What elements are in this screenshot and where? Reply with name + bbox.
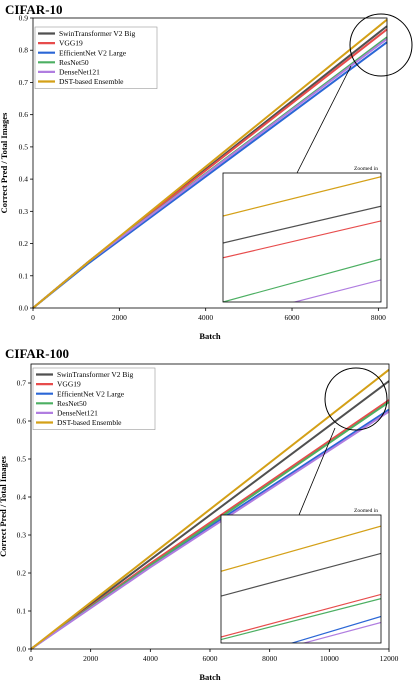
- cifar100-legend-label-vgg19: VGG19: [57, 380, 81, 389]
- cifar10-y-tick-label: 0.7: [19, 78, 29, 87]
- cifar100-zoom-connector: [298, 427, 336, 516]
- cifar10-y-tick-label: 0.6: [19, 110, 29, 119]
- cifar10-legend-label-densenet121: DenseNet121: [59, 68, 100, 77]
- cifar100-x-tick-label: 6000: [203, 654, 218, 663]
- cifar100-legend: SwinTransformer V2 BigVGG19EfficientNet …: [32, 367, 156, 430]
- cifar100-inset-background: [221, 515, 381, 643]
- cifar100-x-tick-label: 8000: [262, 654, 277, 663]
- cifar10-legend-label-swintransformer-v2-big: SwinTransformer V2 Big: [59, 29, 136, 38]
- cifar10-y-tick-label: 0.2: [19, 239, 29, 248]
- cifar10-inset-series-swintransformer-v2-big: [223, 205, 381, 244]
- cifar100-inset-series-densenet121: [301, 621, 381, 643]
- cifar10-zoom-inset: Zoomed in: [222, 166, 382, 303]
- cifar10-inset-series-dst-based-ensemble: [223, 176, 381, 217]
- cifar10-x-axis-label: Batch: [199, 331, 221, 341]
- cifar100-y-tick-label: 0.7: [17, 379, 27, 388]
- cifar100-inset-series-resnet50: [221, 598, 381, 641]
- cifar100-x-axis-label: Batch: [199, 672, 221, 682]
- cifar10-y-axis-label: Correct Pred / Total Images: [0, 112, 9, 213]
- cifar10-y-tick-label: 0.5: [19, 142, 29, 151]
- cifar100-x-tick-label: 0: [29, 654, 33, 663]
- cifar100-series-dst-based-ensemble: [30, 368, 390, 650]
- cifar10-inset-series-vgg19: [223, 220, 381, 259]
- cifar10-y-tick-label: 0.4: [19, 175, 29, 184]
- cifar100-legend-label-densenet121: DenseNet121: [57, 409, 98, 418]
- cifar10-x-tick-label: 4000: [198, 313, 213, 322]
- cifar10-inset-title: Zoomed in: [354, 166, 378, 172]
- cifar10-inset-series-densenet121: [292, 279, 381, 302]
- cifar10-y-tick-label: 0.9: [19, 14, 29, 23]
- cifar10-inset-frame: [222, 172, 382, 303]
- cifar100-y-tick-label: 0.3: [17, 531, 27, 540]
- cifar10-inset-lines: [223, 176, 381, 302]
- cifar100-y-tick-label: 0.1: [17, 607, 27, 616]
- cifar100-y-axis-label: Correct Pred / Total Images: [0, 455, 8, 556]
- cifar10-legend-box: [34, 26, 158, 89]
- cifar10-legend-label-vgg19: VGG19: [59, 39, 83, 48]
- cifar100-series-densenet121: [30, 410, 390, 650]
- cifar100-y-tick-label: 0.0: [17, 645, 27, 654]
- cifar100-inset-series-efficientnet-v2-large: [290, 615, 381, 643]
- cifar100-y-tick-label: 0.5: [17, 455, 27, 464]
- cifar10-inset-series-resnet50: [223, 258, 381, 302]
- cifar100-zoom-inset: Zoomed in: [220, 508, 382, 644]
- cifar10-zoom-connector: [296, 65, 352, 174]
- cifar10-y-tick-label: 0.0: [19, 304, 29, 313]
- cifar10-x-tick-label: 6000: [285, 313, 300, 322]
- cifar100-x-tick-label: 10000: [320, 654, 339, 663]
- cifar100-y-tick-label: 0.2: [17, 569, 27, 578]
- cifar10-x-tick-label: 8000: [371, 313, 386, 322]
- cifar10-legend-label-dst-based-ensemble: DST-based Ensemble: [59, 77, 124, 86]
- cifar10-legend: SwinTransformer V2 BigVGG19EfficientNet …: [34, 26, 158, 89]
- cifar10-y-tick-label: 0.3: [19, 207, 29, 216]
- cifar10-inset-series-efficientnet-v2-large: [378, 301, 381, 302]
- cifar10-series-dst-based-ensemble: [32, 18, 388, 309]
- cifar10-x-tick-label: 2000: [112, 313, 127, 322]
- cifar10-y-tick-label: 0.1: [19, 271, 29, 280]
- cifar10-y-tick-label: 0.8: [19, 46, 29, 55]
- cifar100-legend-label-efficientnet-v2-large: EfficientNet V2 Large: [57, 389, 125, 398]
- cifar100-zoom-circle: [324, 367, 388, 431]
- cifar100-y-tick-label: 0.4: [17, 493, 27, 502]
- cifar100-legend-label-swintransformer-v2-big: SwinTransformer V2 Big: [57, 370, 134, 379]
- cifar100-inset-series-swintransformer-v2-big: [221, 552, 381, 597]
- cifar100-inset-frame: [220, 514, 382, 644]
- cifar100-inset-series-dst-based-ensemble: [221, 525, 381, 572]
- cifar100-legend-label-dst-based-ensemble: DST-based Ensemble: [57, 418, 122, 427]
- cifar100-inset-title: Zoomed in: [354, 508, 378, 514]
- cifar100-inset-series-vgg19: [221, 593, 381, 638]
- cifar100-x-tick-label: 12000: [380, 654, 399, 663]
- cifar100-inset-lines: [221, 525, 381, 643]
- cifar100-y-tick-label: 0.6: [17, 417, 27, 426]
- cifar100-panel: CIFAR-100 0 2000 4000 6000 8000 10000 12000 0.0 0…: [0, 346, 399, 682]
- cifar100-chart-title: CIFAR-100: [5, 346, 69, 361]
- cifar10-panel: CIFAR-10 0 2000 4000 6000 8000 0.0 0.1 0.2 0.3 0.4…: [0, 2, 413, 341]
- cifar100-legend-label-resnet50: ResNet50: [57, 399, 87, 408]
- cifar10-x-tick-label: 0: [31, 313, 35, 322]
- cifar10-chart-title: CIFAR-10: [5, 2, 63, 17]
- cifar10-zoom-circle: [349, 13, 413, 77]
- cifar10-plot-frame: [32, 17, 388, 309]
- cifar100-x-tick-label: 2000: [83, 654, 98, 663]
- cifar10-legend-label-resnet50: ResNet50: [59, 58, 89, 67]
- cifar100-legend-box: [32, 367, 156, 430]
- cifar100-x-tick-label: 4000: [143, 654, 158, 663]
- cifar10-legend-label-efficientnet-v2-large: EfficientNet V2 Large: [59, 48, 127, 57]
